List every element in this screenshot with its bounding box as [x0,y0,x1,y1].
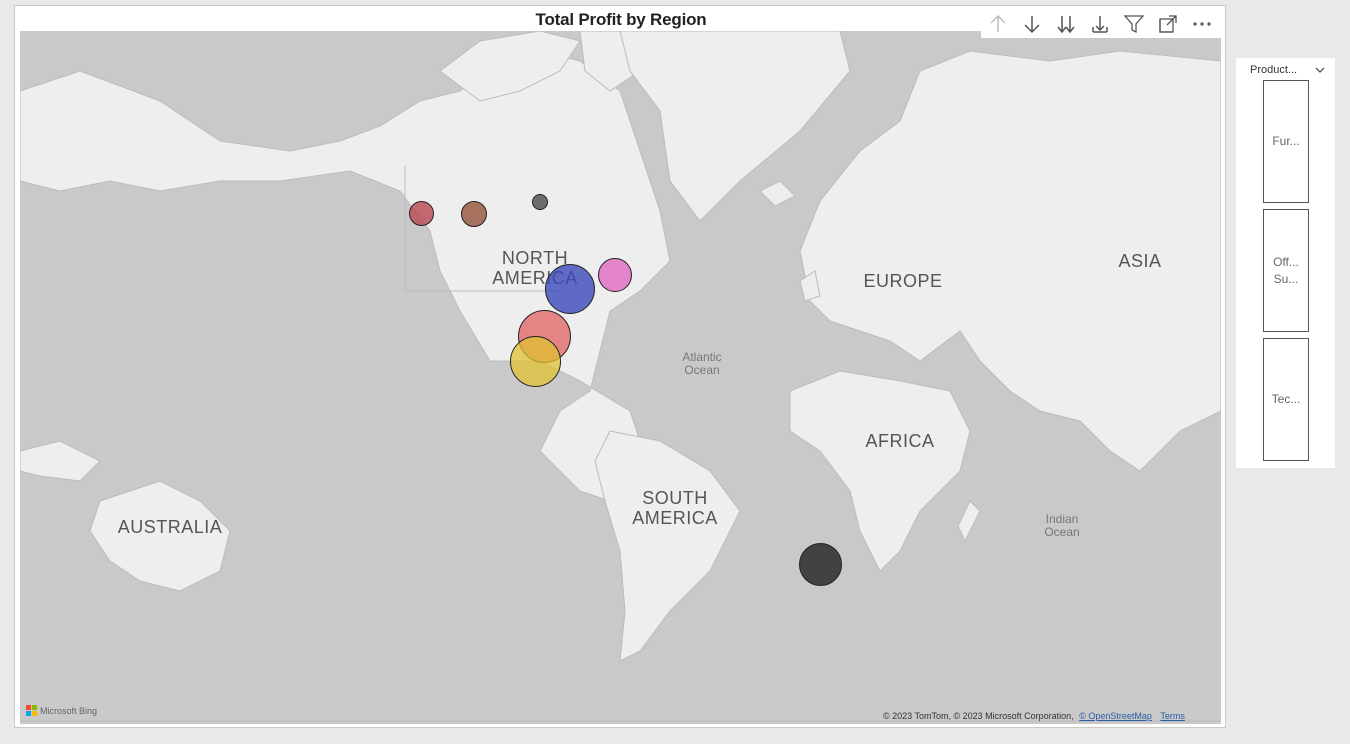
basemap [20,31,1221,724]
bubble-eastern-canada[interactable] [598,258,632,292]
bubble-northern-canada[interactable] [532,194,548,210]
filter-icon [1123,15,1145,34]
label-indian-ocean: Indian Ocean [1044,512,1080,539]
terms-link[interactable]: Terms [1160,711,1185,721]
slicer-header: Product... [1250,64,1298,76]
visual-title: Total Profit by Region [535,10,707,29]
label-europe: EUROPE [863,271,943,291]
bubble-prairie-canada[interactable] [461,201,487,227]
filter-button[interactable] [1117,10,1151,38]
bubble-south-us[interactable] [510,336,561,387]
product-slicer: Product... Fur... Off... Su... Tec... [1236,58,1335,468]
map-canvas[interactable]: NORTH AMERICA EUROPE ASIA AFRICA SOUTH A… [20,31,1221,724]
focus-mode-icon [1159,15,1177,33]
label-atlantic-ocean: Atlantic Ocean [682,350,722,377]
next-level-icon [1057,16,1075,34]
visual-header-toolbar [981,10,1225,38]
drill-down-icon [1024,16,1040,34]
next-level-button[interactable] [1049,10,1083,38]
chevron-down-icon[interactable] [1313,63,1327,77]
slicer-item-furniture[interactable]: Fur... [1263,80,1309,203]
drill-up-icon [990,14,1006,32]
bubble-south-atlantic[interactable] [799,543,842,586]
bing-logo: Microsoft Bing [26,705,97,716]
copyright-text: © 2023 TomTom, © 2023 Microsoft Corporat… [883,711,1074,721]
bing-logo-text: Microsoft Bing [40,705,98,716]
label-australia: AUSTRALIA [117,517,223,537]
openstreetmap-link[interactable]: © OpenStreetMap [1079,711,1152,721]
drill-up-button[interactable] [981,10,1015,38]
expand-hierarchy-button[interactable] [1083,10,1117,38]
expand-hierarchy-icon [1092,16,1108,33]
map-attribution: © 2023 TomTom, © 2023 Microsoft Corporat… [883,711,1185,721]
focus-mode-button[interactable] [1151,10,1185,38]
label-south-america: SOUTH AMERICA [632,488,718,528]
map-visual[interactable]: Total Profit by Region [14,5,1226,728]
label-asia: ASIA [1118,251,1162,271]
more-options-icon [1193,22,1211,26]
bubble-western-canada[interactable] [409,201,434,226]
slicer-item-technology[interactable]: Tec... [1263,338,1309,461]
label-africa: AFRICA [865,431,935,451]
drill-down-button[interactable] [1015,10,1049,38]
more-options-button[interactable] [1185,10,1219,38]
microsoft-logo-icon [26,705,37,716]
bubble-central-us[interactable] [545,264,595,314]
slicer-item-office-supplies[interactable]: Off... Su... [1263,209,1309,332]
